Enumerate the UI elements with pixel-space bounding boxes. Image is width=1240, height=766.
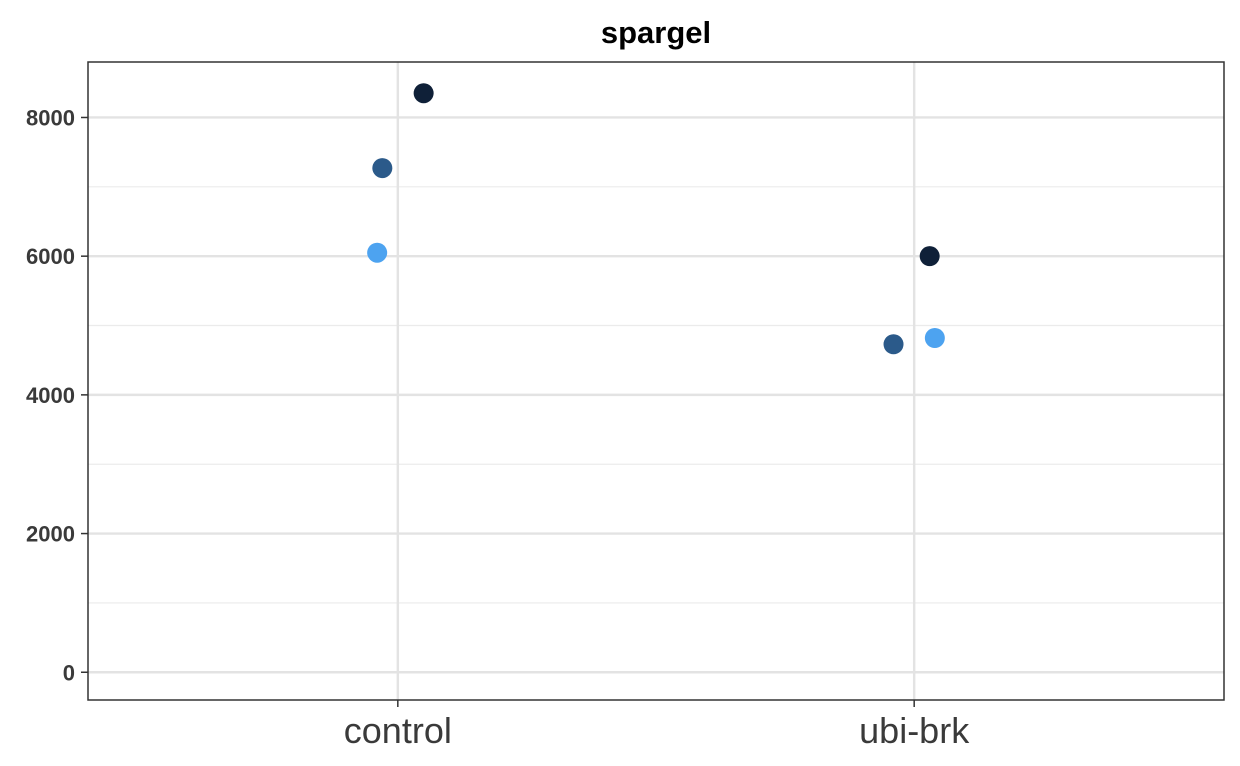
- x-axis: control ubi-brk: [344, 700, 970, 751]
- y-tick-label: 0: [63, 660, 75, 685]
- chart-title: spargel: [601, 15, 711, 50]
- y-tick-label: 6000: [26, 244, 75, 269]
- y-tick-label: 2000: [26, 522, 75, 547]
- data-point: [367, 242, 388, 263]
- grid-lines: [88, 62, 1224, 700]
- x-tick-label: control: [344, 710, 452, 751]
- x-tick-label: ubi-brk: [859, 710, 970, 751]
- y-tick-label: 8000: [26, 105, 75, 130]
- plot-background: [88, 62, 1224, 700]
- data-point: [883, 334, 904, 355]
- y-axis: 0 2000 4000 6000 8000: [26, 105, 88, 685]
- data-point: [413, 83, 434, 104]
- plot-border: [87, 61, 1225, 701]
- data-point: [372, 158, 393, 179]
- y-tick-label: 4000: [26, 383, 75, 408]
- data-point: [924, 328, 945, 349]
- data-point: [919, 246, 940, 267]
- data-points: [367, 83, 945, 355]
